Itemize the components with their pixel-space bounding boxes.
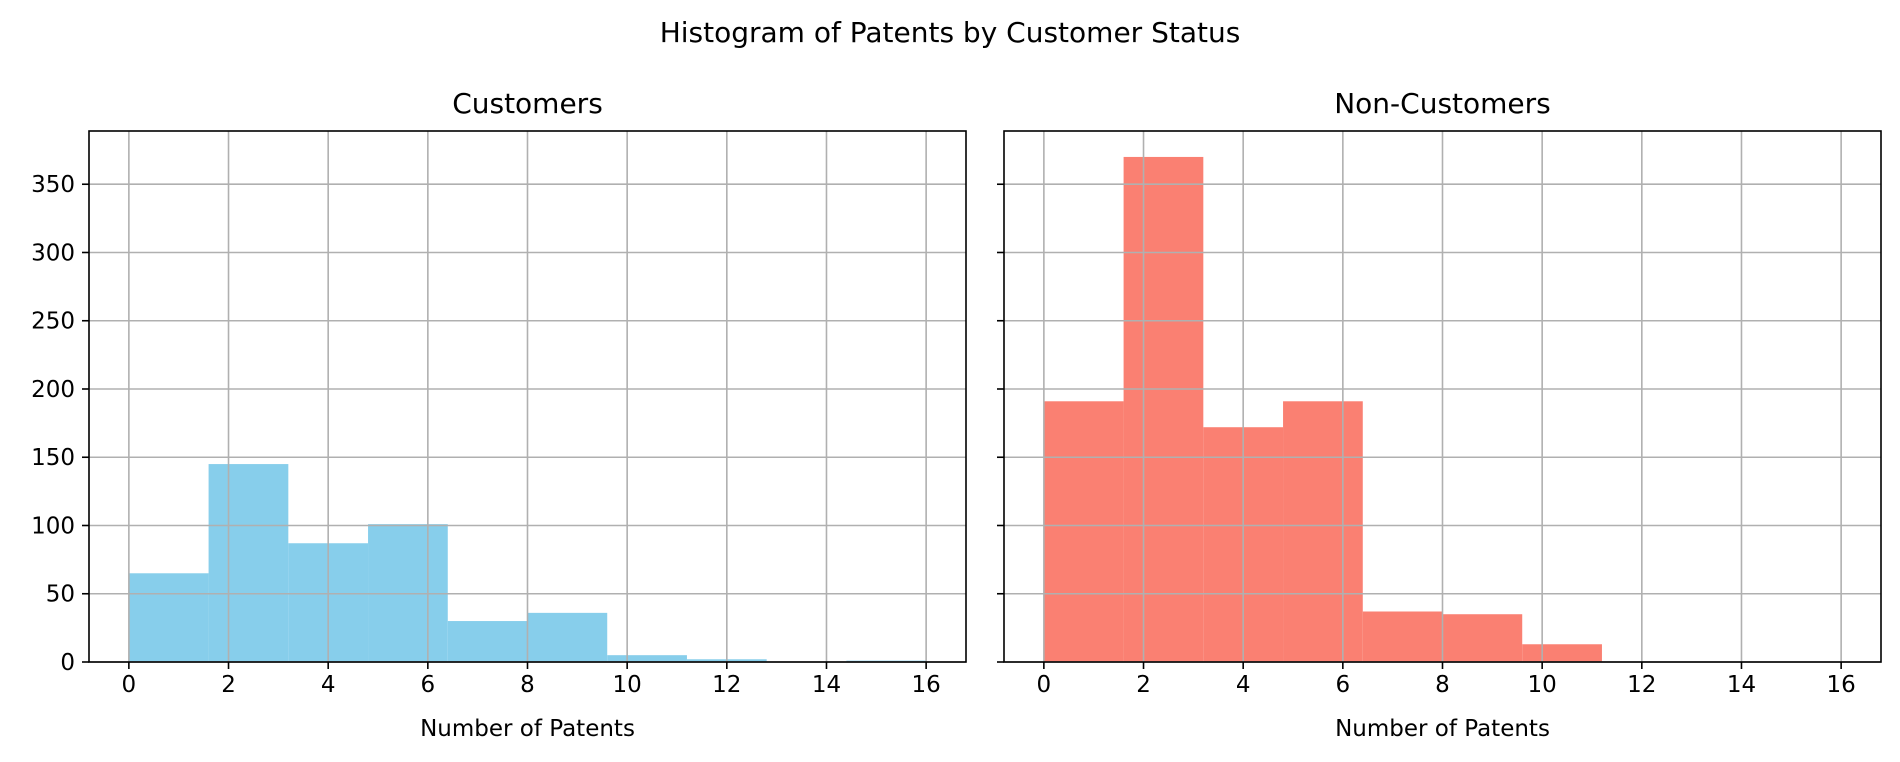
y-tick-label: 0 <box>60 650 75 676</box>
x-tick-label: 2 <box>1136 672 1151 698</box>
x-axis-label: Number of Patents <box>420 716 635 742</box>
panel-non-customers: 0 2 4 6 8 10 12 14 16 Non-Customers Number of Pate… <box>997 87 1882 742</box>
x-tick-label: 0 <box>122 672 137 698</box>
y-tick-label: 150 <box>31 445 75 471</box>
histogram-bar <box>1043 401 1124 662</box>
histogram-bar <box>1123 156 1204 662</box>
y-tick-label: 50 <box>46 582 75 608</box>
x-tick-label: 12 <box>1627 672 1656 698</box>
x-tick-label: 6 <box>421 672 436 698</box>
y-tick-label: 250 <box>31 309 75 335</box>
x-tick-label: 2 <box>221 672 236 698</box>
x-tick-label: 4 <box>321 672 336 698</box>
x-tick-label: 6 <box>1336 672 1351 698</box>
x-tick-label: 16 <box>911 672 940 698</box>
x-tick-label: 8 <box>1435 672 1450 698</box>
histogram-bar <box>1442 614 1523 662</box>
x-tick-label: 16 <box>1826 672 1855 698</box>
y-tick-label: 200 <box>31 377 75 403</box>
histogram-bar <box>208 464 289 662</box>
x-axis-label: Number of Patents <box>1335 716 1550 742</box>
y-tick-label: 300 <box>31 240 75 266</box>
histogram-bar <box>607 655 687 662</box>
figure-title: Histogram of Patents by Customer Status <box>660 16 1241 49</box>
histogram-bar <box>447 621 528 662</box>
histogram-bar <box>1283 401 1363 662</box>
panel-customers: 0 2 4 6 8 10 12 14 16 0 50 100 150 200 250 300 350 Custom… <box>31 87 967 742</box>
x-tick-label: 14 <box>1727 672 1756 698</box>
panel-title: Non-Customers <box>1334 87 1551 120</box>
panel-title: Customers <box>452 87 603 120</box>
x-tick-label: 8 <box>520 672 535 698</box>
x-tick-label: 14 <box>812 672 841 698</box>
x-tick-label: 10 <box>613 672 642 698</box>
histogram-bar <box>1362 611 1443 662</box>
histogram-bar <box>128 573 209 662</box>
x-tick-label: 0 <box>1037 672 1052 698</box>
histogram-bar <box>527 612 608 662</box>
x-tick-label: 10 <box>1528 672 1557 698</box>
x-tick-label: 4 <box>1236 672 1251 698</box>
y-tick-label: 350 <box>31 172 75 198</box>
x-tick-label: 12 <box>712 672 741 698</box>
histogram-bar <box>1522 644 1602 662</box>
y-tick-label: 100 <box>31 513 75 539</box>
